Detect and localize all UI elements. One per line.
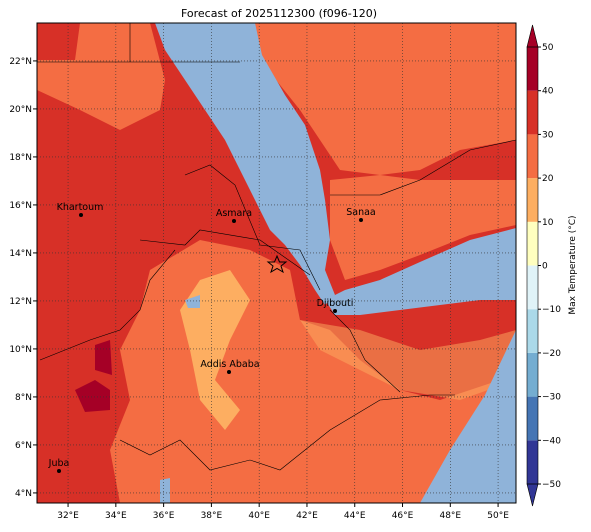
city-dot: [333, 309, 337, 313]
region-red: [37, 23, 80, 60]
city-dot: [57, 469, 61, 473]
gulf-of-aden: [325, 228, 516, 315]
city-label: Juba: [48, 458, 70, 469]
x-tick-label: 50°E: [487, 511, 509, 521]
x-tick-label: 46°E: [392, 511, 414, 521]
map-frame: [36, 22, 517, 504]
colorbar-tick-label: −30: [542, 393, 561, 403]
cities: Khartoum Asmara Sanaa Djibouti Addis Aba…: [48, 202, 376, 473]
city-label: Djibouti: [317, 298, 354, 309]
colorbar-tick-label: 30: [542, 130, 554, 140]
colorbar-segment: [527, 90, 538, 135]
colorbar-extend: [526, 483, 539, 507]
colorbar-segment: [527, 265, 538, 310]
city-label: Sanaa: [346, 207, 376, 218]
y-tick-label: 20°N: [9, 105, 32, 115]
colorbar-tick-label: 20: [542, 174, 554, 184]
x-tick-label: 32°E: [57, 511, 79, 521]
colorbar-tick-label: 40: [542, 87, 554, 97]
colorbar-tick-label: −50: [542, 480, 561, 490]
colorbar-segment: [527, 309, 538, 353]
y-tick-label: 12°N: [9, 297, 32, 307]
y-tick-label: 16°N: [9, 201, 32, 211]
colorbar-label: Max Temperature (°C): [568, 215, 578, 314]
colorbar-segment: [527, 352, 538, 397]
star-marker: [266, 254, 288, 274]
y-tick-label: 22°N: [9, 57, 32, 67]
region-dark: [75, 380, 110, 412]
y-tick-label: 8°N: [15, 393, 32, 403]
y-tick-label: 18°N: [9, 153, 32, 163]
colorbar-tick-label: 0: [542, 262, 548, 272]
x-tick-label: 48°E: [439, 511, 461, 521]
red-sea: [155, 23, 335, 305]
city-dot: [232, 219, 236, 223]
indian-ocean: [420, 330, 516, 503]
colorbar-segment: [527, 221, 538, 266]
y-tick-label: 14°N: [9, 249, 32, 259]
colorbar-segment: [527, 134, 538, 179]
region-light: [300, 320, 516, 400]
y-tick-label: 10°N: [9, 345, 32, 355]
y-tick-label: 6°N: [15, 441, 32, 451]
city-label: Asmara: [216, 208, 252, 219]
colorbar: −50 −40 −30 −20 −10 0 10 20 30 40 50: [526, 24, 561, 507]
map-layer: [37, 23, 516, 503]
x-tick-label: 44°E: [344, 511, 366, 521]
colorbar-segment: [527, 178, 538, 222]
x-tick-label: 36°E: [153, 511, 175, 521]
colorbar-tick-label: 10: [542, 218, 554, 228]
x-tick-label: 40°E: [248, 511, 270, 521]
colorbar-segment: [527, 440, 538, 484]
colorbar-extend: [526, 24, 539, 48]
region-dark: [95, 340, 112, 375]
x-tick-label: 34°E: [105, 511, 127, 521]
graticule: 32°E 34°E 36°E 38°E 40°E 42°E 44°E 46°E 48°E 50°E…: [9, 23, 516, 521]
city-dot: [227, 370, 231, 374]
colorbar-tick-label: −40: [542, 436, 561, 446]
city-label: Khartoum: [57, 202, 104, 213]
x-tick-label: 38°E: [201, 511, 223, 521]
x-tick-label: 42°E: [296, 511, 318, 521]
colorbar-segment: [527, 396, 538, 441]
title: Forecast of 2025112300 (f096-120): [181, 7, 377, 20]
colorbar-tick-label: 50: [542, 43, 554, 53]
lake: [185, 295, 200, 308]
region-light: [180, 270, 250, 430]
city-dot: [359, 218, 363, 222]
lake: [160, 478, 170, 503]
y-tick-label: 4°N: [15, 489, 32, 499]
colorbar-tick-label: −10: [542, 305, 561, 315]
city-label: Addis Ababa: [200, 359, 259, 370]
colorbar-segment: [527, 47, 538, 91]
region-orange: [330, 175, 516, 280]
colorbar-tick-label: −20: [542, 349, 561, 359]
city-dot: [79, 213, 83, 217]
borders: [37, 23, 516, 471]
